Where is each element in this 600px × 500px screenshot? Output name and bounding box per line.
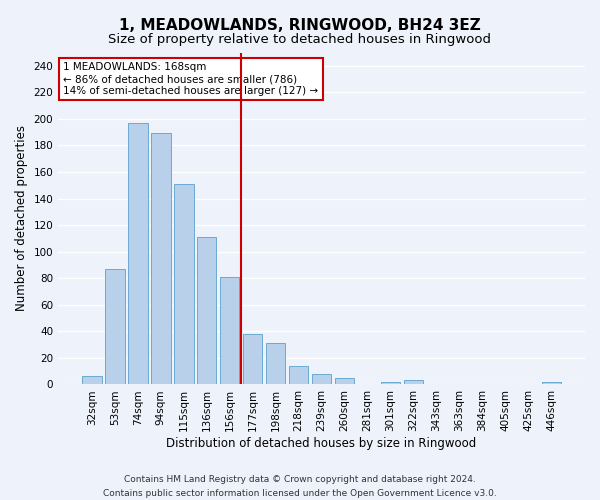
Bar — [243, 334, 262, 384]
Bar — [197, 237, 217, 384]
Text: Contains HM Land Registry data © Crown copyright and database right 2024.
Contai: Contains HM Land Registry data © Crown c… — [103, 476, 497, 498]
Bar — [381, 382, 400, 384]
Bar — [128, 123, 148, 384]
Bar — [289, 366, 308, 384]
Text: Size of property relative to detached houses in Ringwood: Size of property relative to detached ho… — [109, 32, 491, 46]
Bar — [105, 269, 125, 384]
Bar — [174, 184, 194, 384]
Text: 1 MEADOWLANDS: 168sqm
← 86% of detached houses are smaller (786)
14% of semi-det: 1 MEADOWLANDS: 168sqm ← 86% of detached … — [64, 62, 319, 96]
Bar — [335, 378, 355, 384]
Bar — [151, 134, 170, 384]
Bar — [404, 380, 423, 384]
Bar — [220, 277, 239, 384]
Bar — [542, 382, 561, 384]
Text: 1, MEADOWLANDS, RINGWOOD, BH24 3EZ: 1, MEADOWLANDS, RINGWOOD, BH24 3EZ — [119, 18, 481, 32]
X-axis label: Distribution of detached houses by size in Ringwood: Distribution of detached houses by size … — [166, 437, 477, 450]
Bar — [82, 376, 101, 384]
Bar — [312, 374, 331, 384]
Bar — [266, 344, 286, 384]
Y-axis label: Number of detached properties: Number of detached properties — [15, 126, 28, 312]
